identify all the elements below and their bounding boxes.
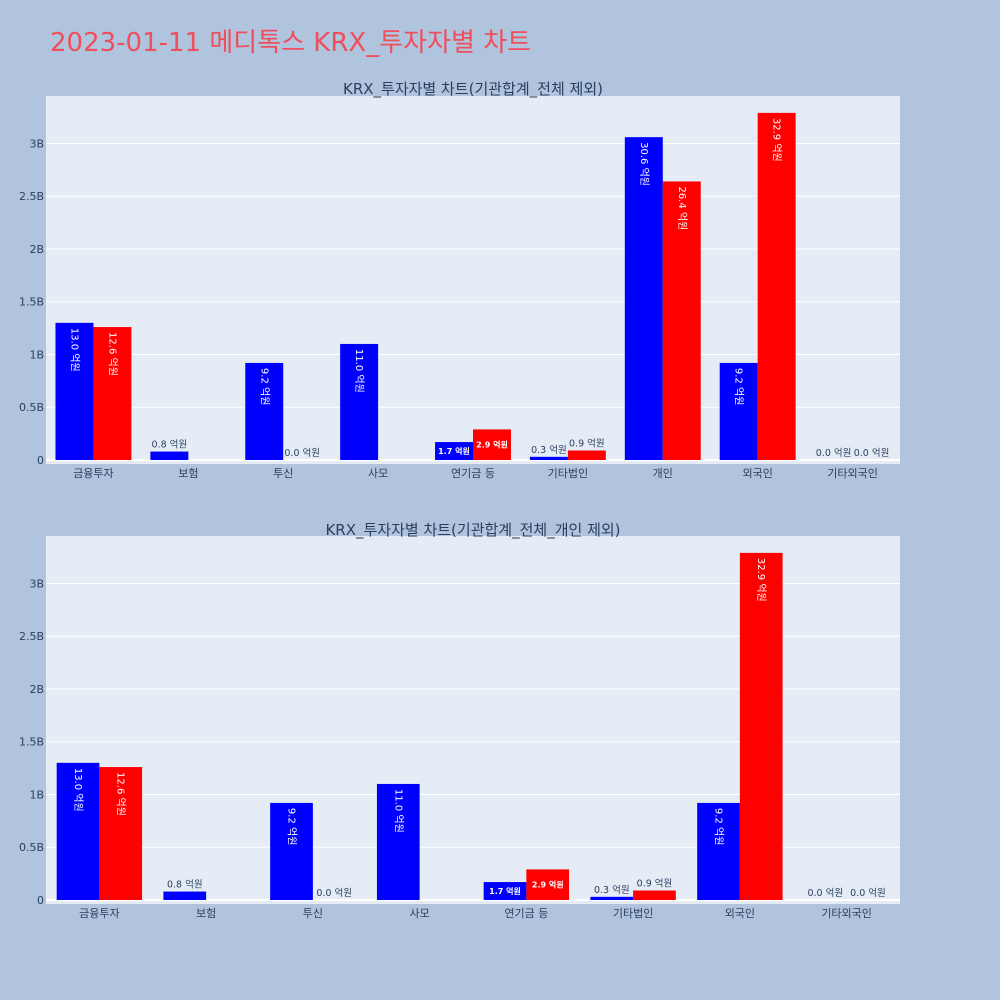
data-label: 30.6 억원	[638, 142, 650, 186]
data-label: 9.2 억원	[713, 808, 725, 845]
data-label: 0.0 억원	[850, 887, 886, 899]
chart-title: KRX_투자자별 차트(기관합계_전체_개인 제외)	[325, 521, 620, 540]
data-label: 32.9 억원	[771, 118, 783, 162]
data-label: 0.0 억원	[807, 887, 843, 899]
data-label: 2.9 억원	[532, 880, 564, 890]
bar	[529, 456, 568, 460]
x-tick-label: 기타법인	[613, 907, 653, 920]
data-label: 0.9 억원	[637, 878, 673, 890]
data-label: 0.9 억원	[569, 438, 605, 450]
bar	[662, 181, 701, 460]
bar	[56, 762, 100, 900]
x-tick-label: 보험	[178, 467, 198, 480]
x-tick-label: 기타외국인	[821, 907, 872, 920]
x-tick-label: 개인	[653, 467, 673, 480]
data-label: 0.3 억원	[531, 444, 567, 456]
data-label: 0.0 억원	[816, 447, 852, 459]
data-label: 2.9 억원	[476, 440, 508, 450]
y-tick-label: 0.5B	[19, 841, 44, 854]
bar	[150, 451, 189, 460]
data-label: 12.6 억원	[115, 772, 127, 816]
y-tick-label: 1.5B	[19, 736, 44, 749]
bar	[163, 891, 207, 900]
chart-panel-1: 0 0.5B 1B 1.5B 2B 2.5B 3B KRX_투자자별 차트(기관합계_전체 제…	[19, 80, 900, 480]
data-label: 9.2 억원	[286, 808, 298, 845]
data-label: 11.0 억원	[392, 789, 404, 833]
y-tick-label: 1.5B	[19, 296, 44, 309]
data-label: 9.2 억원	[733, 368, 745, 405]
bar	[757, 112, 796, 460]
y-tick-label: 0	[37, 894, 44, 907]
y-tick-label: 3B	[29, 577, 44, 590]
y-tick-label: 0.5B	[19, 401, 44, 414]
x-tick-label: 외국인	[725, 907, 755, 920]
y-tick-label: 1B	[29, 788, 44, 801]
bar	[739, 552, 783, 900]
data-label: 0.8 억원	[152, 439, 188, 451]
data-label: 1.7 억원	[489, 886, 521, 896]
x-tick-label: 투신	[303, 907, 323, 920]
x-tick-label: 사모	[410, 907, 430, 920]
bar	[697, 802, 740, 900]
bar	[483, 882, 527, 900]
data-label: 0.0 억원	[284, 447, 320, 459]
y-tick-label: 2B	[29, 243, 44, 256]
bar	[624, 137, 663, 460]
x-tick-label: 연기금 등	[451, 467, 495, 480]
bar	[55, 322, 94, 460]
chart-panel-2: 0 0.5B 1B 1.5B 2B 2.5B 3B KRX_투자자별 차트(기관합계_전체_개…	[19, 521, 900, 920]
bar	[526, 869, 570, 900]
data-label: 32.9 억원	[755, 558, 767, 602]
x-tick-label: 기타외국인	[827, 467, 878, 480]
data-label: 0.8 억원	[167, 879, 203, 891]
data-label: 0.3 억원	[594, 884, 630, 896]
bar	[245, 362, 284, 460]
x-tick-label: 보험	[196, 907, 216, 920]
data-label: 9.2 억원	[258, 368, 270, 405]
bar	[270, 802, 313, 900]
y-tick-label: 2.5B	[19, 630, 44, 643]
y-tick-label: 1B	[29, 348, 44, 361]
data-label: 0.0 억원	[854, 447, 890, 459]
bar	[567, 450, 606, 460]
x-tick-label: 금융투자	[73, 467, 113, 480]
y-tick-label: 2B	[29, 683, 44, 696]
data-label: 13.0 억원	[72, 768, 84, 812]
data-label: 13.0 억원	[68, 328, 80, 372]
data-label: 12.6 억원	[106, 332, 118, 376]
chart-title: KRX_투자자별 차트(기관합계_전체 제외)	[343, 80, 603, 99]
y-tick-label: 0	[37, 454, 44, 467]
bar	[633, 890, 676, 900]
bar	[590, 896, 634, 900]
x-tick-label: 투신	[273, 467, 293, 480]
bar	[435, 442, 473, 460]
bar	[473, 429, 511, 460]
x-tick-label: 연기금 등	[504, 907, 548, 920]
data-label: 26.4 억원	[676, 186, 688, 230]
data-label: 1.7 억원	[438, 446, 470, 456]
bar	[340, 343, 379, 460]
bar	[719, 362, 758, 460]
x-tick-label: 외국인	[742, 467, 772, 480]
data-label: 0.0 억원	[316, 887, 352, 899]
bar	[99, 767, 143, 900]
y-tick-label: 2.5B	[19, 190, 44, 203]
x-tick-label: 금융투자	[79, 907, 119, 920]
bar	[376, 783, 420, 900]
x-tick-label: 기타법인	[548, 467, 588, 480]
page-title: 2023-01-11 메디톡스 KRX_투자자별 차트	[50, 28, 532, 58]
x-tick-label: 사모	[368, 467, 388, 480]
bar	[93, 327, 132, 460]
data-label: 11.0 억원	[353, 349, 365, 393]
y-tick-label: 3B	[29, 137, 44, 150]
